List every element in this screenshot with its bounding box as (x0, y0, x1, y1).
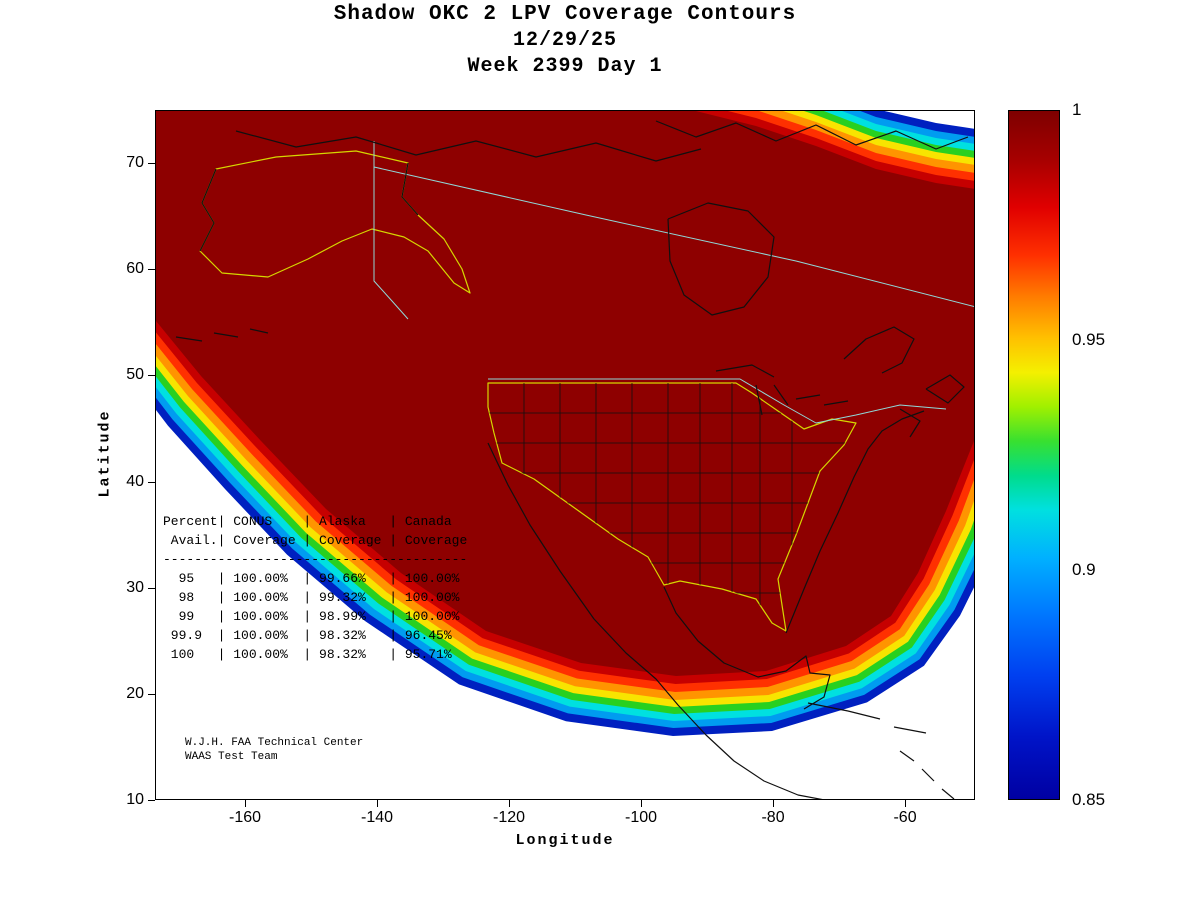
colorbar-gradient (1009, 111, 1059, 799)
x-tick-mark (905, 800, 907, 807)
canada-border (373, 141, 974, 424)
y-tick-label: 20 (126, 684, 144, 702)
y-tick-mark (148, 269, 155, 271)
y-tick-label: 40 (126, 472, 144, 490)
chart-title: Shadow OKC 2 LPV Coverage Contours (333, 3, 797, 26)
coverage-table: Percent| CONUS | Alaska | Canada Avail.|… (163, 514, 468, 662)
chart-week: Week 2399 Day 1 (467, 55, 663, 78)
y-tick-mark (148, 163, 155, 165)
contour-band-1.00 (156, 111, 974, 676)
x-tick-mark (509, 800, 511, 807)
title-block: Shadow OKC 2 LPV Coverage Contours 12/29… (155, 2, 975, 80)
map-svg (156, 111, 974, 799)
colorbar-tick-label: 1 (1072, 100, 1082, 119)
coastlines (175, 120, 969, 799)
x-tick-mark (641, 800, 643, 807)
y-tick-mark (148, 693, 155, 695)
y-tick-mark (148, 481, 155, 483)
y-tick-mark (148, 375, 155, 377)
colorbar (1008, 110, 1060, 800)
x-tick-label: -120 (493, 809, 526, 826)
chart-date: 12/29/25 (512, 29, 617, 52)
x-tick-mark (377, 800, 379, 807)
y-tick-label: 30 (126, 578, 144, 596)
colorbar-tick-label: 0.9 (1072, 560, 1096, 579)
x-tick-mark (773, 800, 775, 807)
x-tick-label: -160 (229, 809, 262, 826)
conus-border (487, 382, 857, 632)
x-tick-label: -80 (761, 809, 785, 826)
colorbar-tick-label: 0.85 (1072, 790, 1106, 809)
colorbar-tick-label: 0.95 (1072, 330, 1106, 349)
x-tick-label: -100 (625, 809, 658, 826)
x-axis-label: Longitude (515, 832, 615, 849)
x-tick-label: -140 (361, 809, 394, 826)
y-tick-label: 50 (126, 366, 144, 384)
y-tick-mark (148, 587, 155, 589)
x-tick-label: -60 (893, 809, 917, 826)
attribution-text: W.J.H. FAA Technical Center WAAS Test Te… (185, 737, 364, 763)
y-axis-label: Latitude (96, 409, 114, 498)
plot-area (155, 110, 975, 800)
y-tick-label: 10 (126, 791, 144, 808)
y-tick-label: 60 (126, 260, 144, 278)
y-tick-mark (148, 800, 155, 801)
y-tick-label: 70 (126, 154, 144, 172)
x-tick-mark (245, 800, 247, 807)
